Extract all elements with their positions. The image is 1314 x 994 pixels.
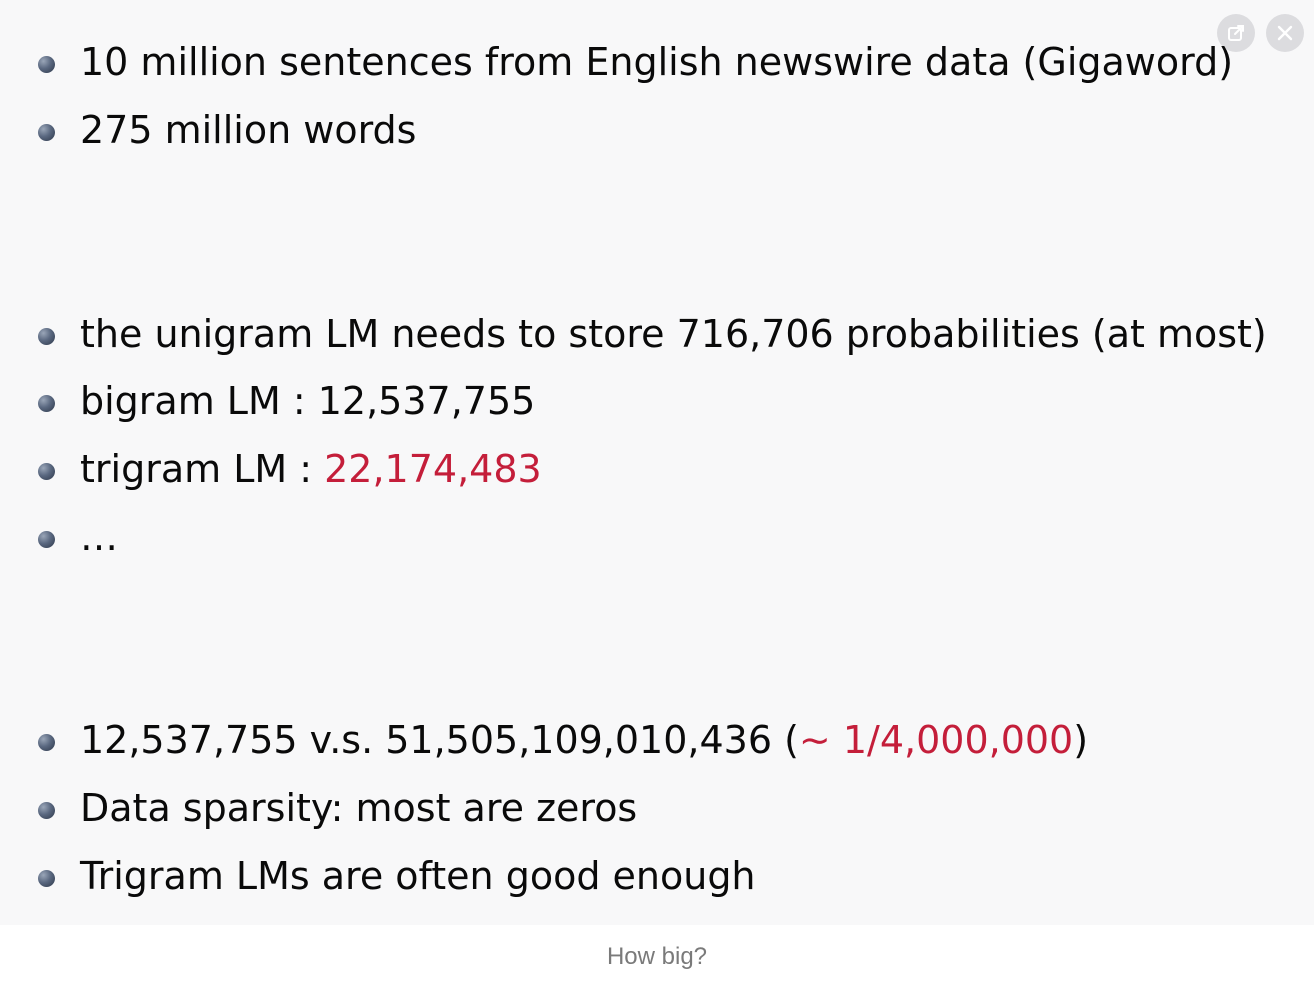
bullet-item: bigram LM : 12,537,755 (38, 376, 535, 426)
bullet-dot-icon (38, 394, 55, 412)
bullet-dot-icon (38, 801, 55, 819)
bullet-dot-icon (38, 327, 55, 345)
bullet-label: 12,537,755 v.s. 51,505,109,010,436 ( (80, 718, 799, 762)
bullet-dot-icon (38, 123, 55, 141)
bullet-text: Data sparsity: most are zeros (80, 786, 638, 830)
bullet-text: 12,537,755 v.s. 51,505,109,010,436 (∼ 1/… (80, 715, 1088, 765)
bullet-dot-icon (38, 869, 55, 887)
bullet-item: the unigram LM needs to store 716,706 pr… (38, 309, 1267, 359)
highlighted-value: 22,174,483 (324, 447, 542, 491)
pop-out-icon (1228, 25, 1244, 41)
bullet-dot-icon (38, 733, 55, 751)
bullet-dot-icon (38, 530, 55, 548)
bullet-item: 12,537,755 v.s. 51,505,109,010,436 (∼ 1/… (38, 715, 1088, 765)
bullet-label: trigram LM : (80, 447, 325, 491)
close-icon (1277, 25, 1293, 41)
bullet-item: 10 million sentences from English newswi… (38, 37, 1233, 87)
pop-out-button[interactable] (1217, 14, 1255, 52)
slide: 10 million sentences from English newswi… (38, 14, 1304, 901)
bullet-item: trigram LM : 22,174,483 (38, 444, 542, 494)
bullet-label: bigram LM : (80, 379, 318, 423)
bullet-text: the unigram LM needs to store 716,706 pr… (80, 312, 1267, 356)
slide-caption: How big? (606, 943, 708, 970)
bullet-text: … (80, 515, 118, 559)
bullet-text: Trigram LMs are often good enough (80, 854, 756, 898)
bullet-text: bigram LM : 12,537,755 (80, 376, 535, 426)
bullet-item: … (38, 512, 118, 562)
close-button[interactable] (1266, 14, 1304, 52)
bullet-dot-icon (38, 55, 55, 73)
bullet-text: trigram LM : 22,174,483 (80, 444, 542, 494)
bullet-dot-icon (38, 462, 55, 480)
approx-symbol: ∼ (798, 718, 831, 762)
bullet-text: 10 million sentences from English newswi… (80, 40, 1234, 84)
highlighted-ratio: 1/4,000,000 (842, 718, 1074, 762)
bullet-suffix: ) (1073, 718, 1089, 762)
bullet-item: Data sparsity: most are zeros (38, 783, 637, 833)
bullet-item: 275 million words (38, 105, 416, 155)
bullet-value: 12,537,755 (317, 379, 536, 423)
bullet-item: Trigram LMs are often good enough (38, 851, 756, 901)
bullet-text: 275 million words (80, 108, 417, 152)
